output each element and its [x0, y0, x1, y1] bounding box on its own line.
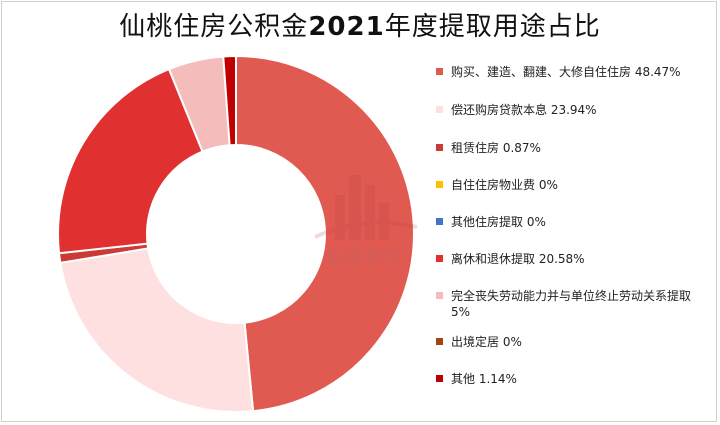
legend-item-3: 自住住房物业费 0%: [436, 177, 713, 193]
legend-swatch-4: [436, 218, 443, 225]
legend-label-7: 出境定居 0%: [451, 335, 522, 349]
legend-label-8: 其他 1.14%: [451, 372, 517, 386]
title-year: 2021: [308, 12, 385, 42]
pie-slice-0: [235, 54, 415, 413]
legend-swatch-6: [436, 292, 443, 299]
legend-label-3: 自住住房物业费 0%: [451, 178, 558, 192]
legend-label-6: 完全丧失劳动能力并与单位终止劳动关系提取 5%: [451, 289, 692, 319]
legend-swatch-2: [436, 144, 443, 151]
legend-label-2: 租赁住房 0.87%: [451, 141, 541, 155]
legend-label-4: 其他住房提取 0%: [451, 215, 546, 229]
pie-slice-5: [57, 67, 204, 255]
legend-item-2: 租赁住房 0.87%: [436, 140, 713, 156]
chart-title: 仙桃住房公积金2021年度提取用途占比: [0, 6, 720, 43]
legend-item-5: 离休和退休提取 20.58%: [436, 251, 713, 267]
title-prefix: 仙桃住房公积金: [119, 12, 309, 42]
legend-item-7: 出境定居 0%: [436, 334, 713, 350]
legend-label-5: 离休和退休提取 20.58%: [451, 252, 585, 266]
legend-swatch-3: [436, 181, 443, 188]
legend-item-1: 偿还购房贷款本息 23.94%: [436, 102, 713, 118]
legend-swatch-7: [436, 338, 443, 345]
legend-item-8: 其他 1.14%: [436, 371, 713, 387]
legend-swatch-0: [436, 68, 443, 75]
legend-item-4: 其他住房提取 0%: [436, 214, 713, 230]
legend-swatch-5: [436, 255, 443, 262]
legend-swatch-1: [436, 106, 443, 113]
legend-label-1: 偿还购房贷款本息 23.94%: [451, 103, 597, 117]
legend-item-0: 购买、建造、翻建、大修自住住房 48.47%: [436, 64, 713, 80]
title-suffix: 年度提取用途占比: [384, 12, 601, 42]
pie-slice-1: [59, 247, 255, 413]
pie-slice-8: [222, 54, 237, 147]
legend-swatch-8: [436, 375, 443, 382]
legend-label-0: 购买、建造、翻建、大修自住住房 48.47%: [451, 65, 681, 79]
legend-item-6: 完全丧失劳动能力并与单位终止劳动关系提取 5%: [436, 288, 713, 320]
